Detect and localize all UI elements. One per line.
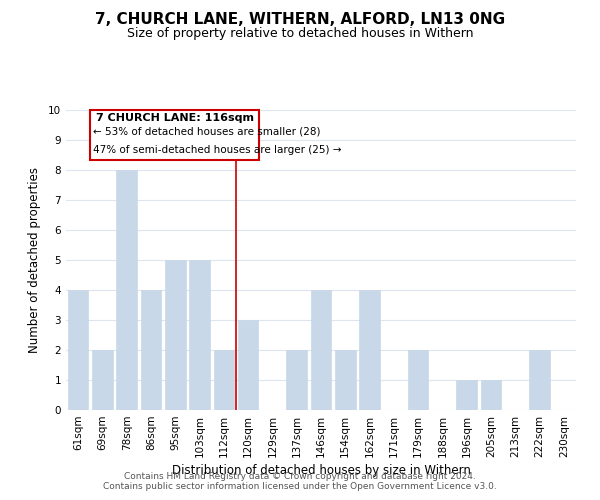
Text: ← 53% of detached houses are smaller (28): ← 53% of detached houses are smaller (28… [93,126,320,136]
Bar [68,290,88,410]
X-axis label: Distribution of detached houses by size in Withern: Distribution of detached houses by size … [172,464,470,477]
Bar [140,290,161,410]
Text: 7, CHURCH LANE, WITHERN, ALFORD, LN13 0NG: 7, CHURCH LANE, WITHERN, ALFORD, LN13 0N… [95,12,505,28]
Bar [238,320,259,410]
FancyBboxPatch shape [90,110,259,160]
Bar [311,290,331,410]
Text: Contains public sector information licensed under the Open Government Licence v3: Contains public sector information licen… [103,482,497,491]
Bar [92,350,113,410]
Text: 7 CHURCH LANE: 116sqm: 7 CHURCH LANE: 116sqm [95,114,254,124]
Bar [214,350,234,410]
Bar [481,380,502,410]
Text: Size of property relative to detached houses in Withern: Size of property relative to detached ho… [127,28,473,40]
Bar [165,260,185,410]
Bar [286,350,307,410]
Bar [529,350,550,410]
Bar [116,170,137,410]
Bar [189,260,210,410]
Y-axis label: Number of detached properties: Number of detached properties [28,167,41,353]
Bar [408,350,428,410]
Bar [359,290,380,410]
Text: Contains HM Land Registry data © Crown copyright and database right 2024.: Contains HM Land Registry data © Crown c… [124,472,476,481]
Bar [335,350,356,410]
Bar [457,380,477,410]
Text: 47% of semi-detached houses are larger (25) →: 47% of semi-detached houses are larger (… [93,144,341,154]
